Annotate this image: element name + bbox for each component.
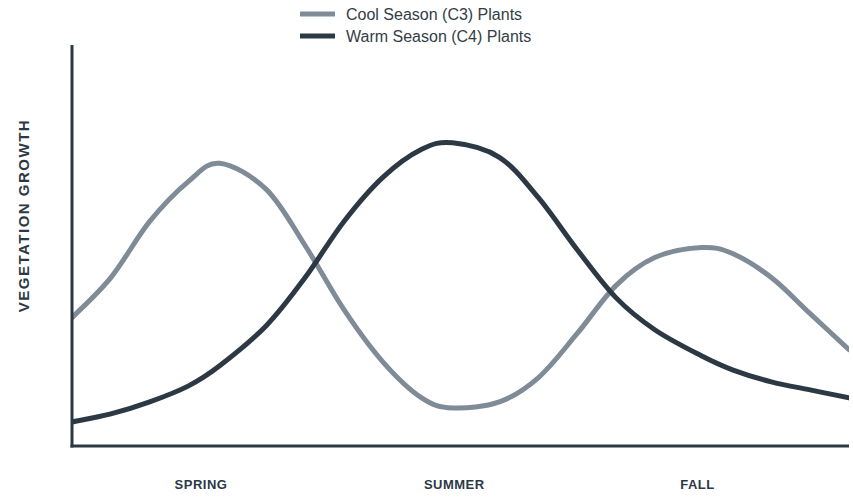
legend-swatch [300,12,335,17]
x-axis [71,445,850,448]
y-axis-title: VEGETATION GROWTH [15,119,32,312]
y-axis [71,45,74,448]
legend-swatch [300,34,335,39]
x-tick-label: SPRING [175,477,228,492]
chart: SPRING SUMMER FALL VEGETATION GROWTH Cool Se… [0,0,853,502]
plot-area [72,142,849,421]
legend-label: Cool Season (C3) Plants [346,6,522,23]
series-line [72,142,849,421]
legend-label: Warm Season (C4) Plants [346,28,531,45]
x-tick-label: FALL [680,477,715,492]
x-tick-label: SUMMER [424,477,485,492]
